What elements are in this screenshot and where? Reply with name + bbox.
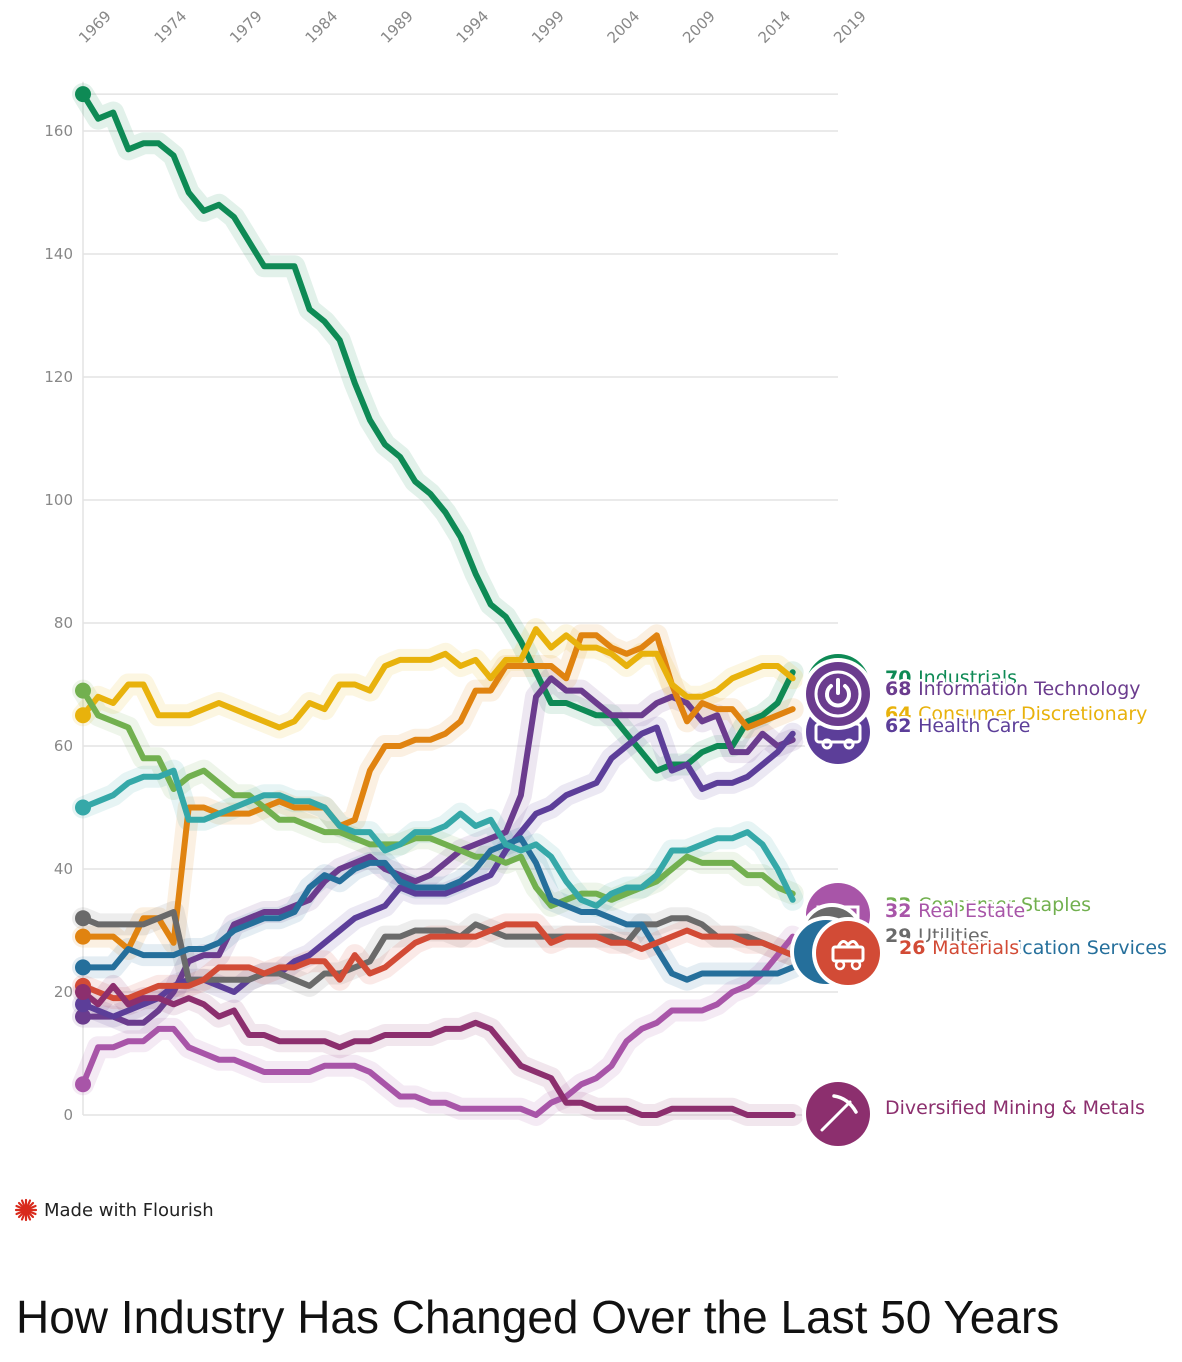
end-label: 70 Industrials	[885, 667, 1017, 689]
y-tick-label: 40	[54, 860, 73, 878]
x-tick-label: 1979	[226, 7, 266, 47]
end-label: 68 Information Technology	[885, 678, 1141, 700]
series-start-dot	[75, 910, 91, 927]
end-label: 64 Consumer Discretionary	[885, 703, 1147, 725]
cart-wheel-left	[834, 959, 846, 971]
end-label-text: Utilities	[918, 925, 990, 947]
x-tick-label: 2014	[755, 7, 795, 47]
end-label-text: Consumer Discretionary	[918, 703, 1147, 725]
series-start-dots	[75, 86, 91, 1093]
y-tick-label: 160	[44, 122, 73, 140]
series-start-dot	[75, 984, 91, 1000]
series-line	[80, 921, 796, 1002]
series-end-icons	[790, 650, 884, 1150]
end-label-value: 33	[885, 894, 918, 916]
series-start-dot	[75, 959, 91, 976]
end-label: 62 Health Care	[885, 715, 1031, 737]
grid	[82, 81, 838, 1116]
series-start-dot	[75, 996, 91, 1013]
end-label-text: Consumer Staples	[918, 894, 1091, 916]
end-label: 32 Real Estate	[885, 900, 1025, 922]
line-chart: 1969 1974 1979 1984 1989 1994 1999 2004 2009 2014…	[44, 7, 1170, 1150]
end-label-value: 29	[885, 925, 918, 947]
x-tick-label: 1974	[151, 7, 191, 47]
end-label-text: Diversified Mining & Metals	[885, 1097, 1145, 1119]
x-tick-label: 1969	[75, 7, 115, 47]
series-start-dot	[75, 928, 91, 945]
x-tick-label: 2009	[679, 7, 719, 47]
series-line	[80, 626, 796, 731]
y-tick-label: 120	[44, 368, 73, 386]
x-tick-label: 1989	[377, 7, 417, 47]
end-label: 33 Consumer Staples	[885, 894, 1091, 916]
materials-icon	[812, 917, 884, 989]
end-label-text: Real Estate	[918, 900, 1025, 922]
page-title: How Industry Has Changed Over the Last 5…	[16, 1291, 1060, 1343]
y-tick-label: 60	[54, 737, 73, 755]
y-tick-label: 80	[54, 614, 73, 632]
wheel-right	[843, 738, 855, 750]
series-line	[80, 632, 796, 952]
cart-ore	[836, 940, 860, 948]
cart-wheel-right	[850, 959, 862, 971]
end-label: Diversified Mining & Metals	[885, 1097, 1145, 1119]
series-start-dot	[75, 682, 91, 699]
series-start-dot	[75, 707, 91, 724]
end-label: 26 Materials	[899, 937, 1019, 959]
end-label-value: 64	[885, 703, 918, 725]
y-tick-label: 20	[54, 983, 73, 1001]
power-ring	[814, 670, 862, 718]
x-tick-label: 1984	[302, 7, 342, 47]
end-label-value: 26	[899, 937, 932, 959]
x-tick-label: 2019	[830, 7, 870, 47]
y-axis-ticks: 0 20 40 60 80 100 120 140 160	[44, 122, 73, 1124]
series-lines	[80, 91, 796, 1118]
series-line	[80, 687, 796, 909]
end-label: ication Services	[1017, 937, 1167, 959]
pickaxe-head	[832, 1094, 858, 1114]
pickaxe-handle	[820, 1100, 852, 1132]
end-label-value: 62	[885, 715, 918, 737]
series-start-dot	[75, 86, 91, 103]
series-line	[80, 835, 796, 983]
end-label-value: 70	[885, 667, 918, 689]
x-tick-label: 1999	[528, 7, 568, 47]
flourish-credit-label: Made with Flourish	[44, 1199, 214, 1221]
end-label-text: Information Technology	[918, 678, 1140, 700]
end-label-text: Health Care	[918, 715, 1030, 737]
end-label-value: 32	[885, 900, 918, 922]
series-line	[80, 933, 796, 1118]
end-label: 29 Utilities	[885, 925, 990, 947]
series-line	[80, 767, 796, 909]
pickaxe-icon	[802, 1078, 874, 1150]
x-axis-ticks: 1969 1974 1979 1984 1989 1994 1999 2004 2009 2014…	[75, 7, 870, 47]
x-tick-label: 1994	[453, 7, 493, 47]
series-line	[80, 91, 796, 774]
icon-disc	[816, 921, 880, 985]
wheel-left	[821, 738, 833, 750]
series-start-dot	[75, 1076, 91, 1093]
y-tick-label: 100	[44, 491, 73, 509]
power-arc	[825, 684, 851, 708]
end-label-text: Materials	[932, 937, 1019, 959]
y-tick-label: 140	[44, 245, 73, 263]
series-start-dot	[75, 799, 91, 816]
series-start-dot	[75, 1008, 91, 1025]
series-line	[80, 982, 796, 1118]
y-tick-label: 0	[63, 1106, 73, 1124]
flourish-credit-link[interactable]: Made with Flourish	[14, 1198, 214, 1222]
end-label-text: Industrials	[918, 667, 1017, 689]
end-label-text: ication Services	[1017, 937, 1167, 959]
power-icon	[802, 658, 874, 730]
x-tick-label: 2004	[604, 7, 644, 47]
end-label-value: 68	[885, 678, 918, 700]
flourish-star-icon	[14, 1198, 38, 1222]
